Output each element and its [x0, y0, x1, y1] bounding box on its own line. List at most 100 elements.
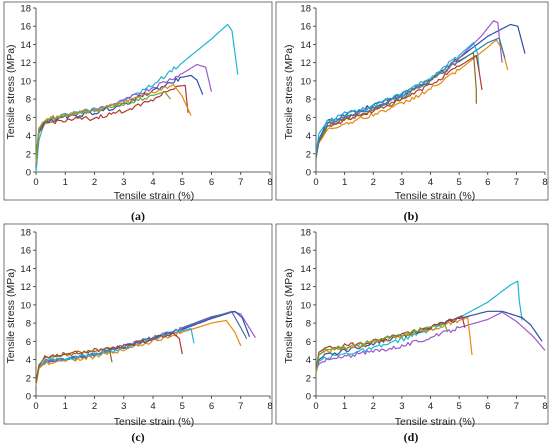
chart-a-y-tick-label: 16 — [20, 22, 31, 33]
chart-d-y-tick-label: 8 — [306, 319, 311, 330]
chart-d-series-6-line — [315, 323, 449, 374]
chart-d-xlabel: Tensile strain (%) — [395, 416, 476, 428]
chart-a-x-tick-label: 6 — [209, 177, 214, 188]
chart-d-y-tick-label: 12 — [300, 282, 311, 293]
chart-c-series-1-line — [35, 310, 256, 383]
chart-a-x-tick-label: 2 — [92, 177, 97, 188]
panel-b-frame — [275, 1, 549, 201]
chart-a-series-2-line — [35, 63, 213, 159]
chart-b-y-tick-label: 8 — [306, 95, 311, 106]
chart-b-x-tick-label: 4 — [428, 177, 433, 188]
chart-d-x-tick-label: 2 — [371, 401, 376, 412]
panel-c-label: (c) — [131, 430, 144, 444]
chart-a-series-1-line — [35, 23, 239, 173]
chart-a-series-6-line — [35, 91, 171, 159]
chart-c-ylabel: Tensile stress (MPa) — [5, 268, 17, 363]
chart-a-y-tick-label: 6 — [26, 113, 31, 124]
chart-d-series-4-line — [315, 317, 473, 374]
chart-c-series-7-line — [35, 347, 113, 384]
chart-c-x-tick-label: 8 — [267, 401, 272, 412]
chart-c-y-tick-label: 8 — [26, 319, 31, 330]
chart-a-ylabel: Tensile stress (MPa) — [5, 44, 17, 139]
chart-b-y-tick-label: 4 — [306, 131, 311, 142]
chart-a-y-tick-label: 2 — [26, 149, 31, 160]
chart-a-y-tick-label: 12 — [20, 58, 31, 69]
chart-d-y-tick-label: 10 — [300, 300, 311, 311]
chart-d-ylabel: Tensile stress (MPa) — [283, 268, 295, 363]
chart-b-y-tick-label: 12 — [300, 58, 311, 69]
chart-d-series-3-line — [315, 311, 546, 371]
panel-b-label: (b) — [404, 209, 419, 223]
chart-c-y-tick-label: 0 — [26, 392, 31, 403]
chart-b-y-tick-label: 18 — [300, 4, 311, 15]
panel-c-frame — [3, 223, 273, 425]
chart-a-x-tick-label: 1 — [63, 177, 68, 188]
chart-d-y-tick-label: 4 — [306, 355, 311, 366]
chart-d-x-tick-label: 0 — [313, 401, 318, 412]
chart-c-y-tick-label: 18 — [20, 228, 31, 239]
chart-b-x-tick-label: 6 — [485, 177, 490, 188]
chart-d-x-tick-label: 5 — [456, 401, 461, 412]
chart-c-x-tick-label: 1 — [63, 401, 68, 412]
chart-d-y-tick-label: 6 — [306, 337, 311, 348]
panel-d-label: (d) — [404, 430, 419, 444]
chart-d-x-tick-label: 6 — [485, 401, 490, 412]
chart-c-series-4-line — [35, 319, 242, 386]
chart-d-x-tick-label: 3 — [399, 401, 404, 412]
chart-c-x-tick-label: 5 — [180, 401, 185, 412]
chart-b-x-tick-label: 5 — [456, 177, 461, 188]
chart-a-y-tick-label: 8 — [26, 95, 31, 106]
chart-a-x-tick-label: 0 — [33, 177, 38, 188]
chart-b-x-tick-label: 7 — [514, 177, 519, 188]
chart-b-y-tick-label: 10 — [300, 76, 311, 87]
chart-b-x-tick-label: 2 — [371, 177, 376, 188]
chart-c-series-5-line — [35, 328, 195, 383]
chart-b-x-tick-label: 0 — [313, 177, 318, 188]
chart-a-x-tick-label: 7 — [238, 177, 243, 188]
chart-d-y-tick-label: 14 — [300, 264, 311, 275]
chart-b-series-4-line — [315, 39, 509, 159]
chart-a-y-tick-label: 0 — [26, 168, 31, 179]
chart-a-x-tick-label: 5 — [180, 177, 185, 188]
chart-d-x-tick-label: 1 — [342, 401, 347, 412]
chart-d-y-tick-label: 0 — [306, 392, 311, 403]
chart-c-x-tick-label: 7 — [238, 401, 243, 412]
chart-c-y-tick-label: 2 — [26, 373, 31, 384]
chart-b-series-5-line — [315, 54, 483, 156]
chart-b-series-3-line — [315, 42, 480, 154]
chart-c-x-tick-label: 4 — [150, 401, 155, 412]
chart-d-x-tick-label: 8 — [542, 401, 547, 412]
chart-a-x-tick-label: 4 — [150, 177, 155, 188]
chart-a-xlabel: Tensile strain (%) — [114, 190, 195, 202]
chart-c-series-3-line — [35, 311, 248, 383]
chart-b-ylabel: Tensile stress (MPa) — [283, 44, 295, 139]
chart-c-x-tick-label: 0 — [33, 401, 38, 412]
chart-d-y-tick-label: 18 — [300, 228, 311, 239]
chart-c-y-tick-label: 16 — [20, 246, 31, 257]
chart-d-series-1-line — [315, 280, 523, 374]
chart-c-y-tick-label: 14 — [20, 264, 31, 275]
chart-c-y-tick-label: 6 — [26, 337, 31, 348]
chart-c-x-tick-label: 6 — [209, 401, 214, 412]
panel-d-frame — [275, 223, 549, 425]
chart-c-x-tick-label: 2 — [92, 401, 97, 412]
chart-c-y-tick-label: 4 — [26, 355, 31, 366]
chart-b-y-tick-label: 16 — [300, 22, 311, 33]
chart-b-xlabel: Tensile strain (%) — [395, 190, 476, 202]
chart-d-series-2-line — [315, 310, 543, 371]
chart-a-x-tick-label: 8 — [267, 177, 272, 188]
chart-a-series-4-line — [35, 84, 189, 163]
chart-b-y-tick-label: 6 — [306, 113, 311, 124]
chart-a-y-tick-label: 18 — [20, 4, 31, 15]
panel-a-frame — [3, 1, 273, 201]
chart-b-series-6-line — [315, 52, 477, 159]
chart-d-y-tick-label: 2 — [306, 373, 311, 384]
chart-c-y-tick-label: 10 — [20, 300, 31, 311]
chart-a-y-tick-label: 10 — [20, 76, 31, 87]
